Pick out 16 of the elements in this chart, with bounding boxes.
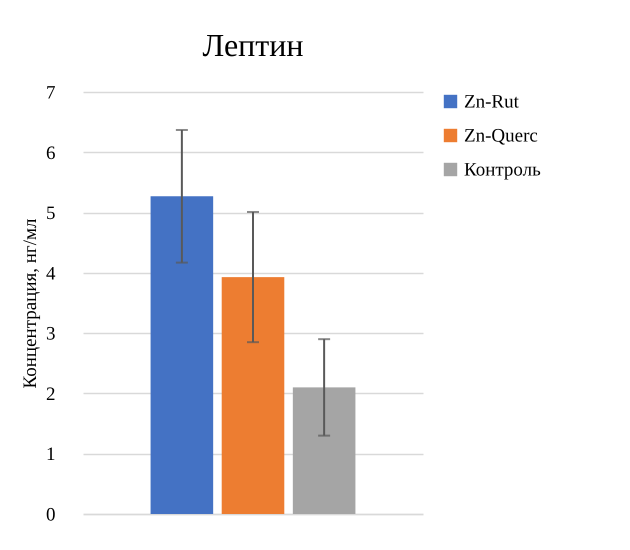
legend-label: Zn-Rut xyxy=(464,92,520,112)
y-tick-label: 5 xyxy=(46,203,56,224)
y-tick-label: 6 xyxy=(46,142,56,164)
bar xyxy=(222,277,284,514)
chart-title: Лептин xyxy=(202,27,304,63)
y-tick-label: 0 xyxy=(46,504,56,526)
y-tick-label: 1 xyxy=(46,444,56,466)
legend-label: Zn-Querc xyxy=(464,126,538,146)
y-tick-label: 2 xyxy=(46,384,56,405)
bar xyxy=(292,387,356,514)
legend-label: Контроль xyxy=(464,160,542,180)
y-tick-label: 7 xyxy=(46,82,56,104)
y-tick-label: 3 xyxy=(46,324,56,345)
y-axis-title: Концентрация, нг/мл xyxy=(20,218,41,388)
bar xyxy=(150,196,214,514)
y-tick-label: 4 xyxy=(46,263,56,284)
